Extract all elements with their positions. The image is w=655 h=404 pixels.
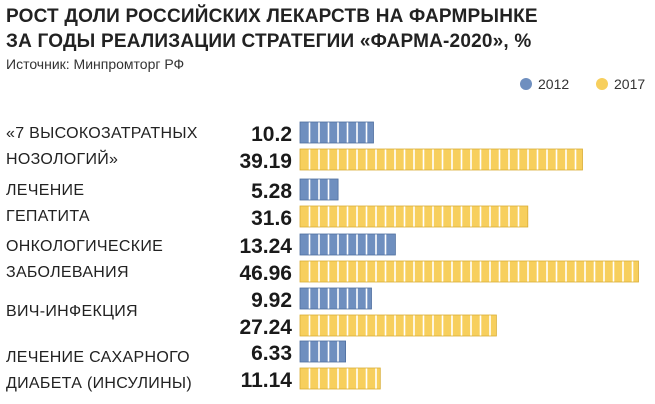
category-label-line: НОЗОЛОГИЙ»	[6, 151, 119, 168]
bar-2012-2	[299, 233, 396, 256]
value-label-2012-3: 9.92	[251, 289, 292, 312]
bar-outline	[299, 340, 346, 363]
category-label-line: ЛЕЧЕНИЕ	[6, 182, 85, 199]
value-label-2017-2: 46.96	[239, 262, 292, 285]
category-label-line: ВИЧ-ИНФЕКЦИЯ	[6, 303, 138, 320]
bar-outline	[299, 314, 497, 337]
bar-2017-0	[299, 148, 583, 171]
category-label-line: ОНКОЛОГИЧЕСКИЕ	[6, 238, 164, 255]
legend-item-2017: 2017	[596, 76, 645, 92]
bar-fill	[300, 122, 374, 143]
bar-2012-3	[299, 287, 372, 310]
value-label-2017-3: 27.24	[239, 316, 292, 339]
value-label-2017-4: 11.14	[241, 369, 293, 392]
bar-2017-2	[299, 260, 639, 283]
chart-title-line-2: ЗА ГОДЫ РЕАЛИЗАЦИИ СТРАТЕГИИ «ФАРМА-2020…	[6, 31, 532, 52]
value-label-2012-2: 13.24	[239, 235, 292, 258]
bar-2017-4	[299, 367, 381, 390]
category-label-hiv: ВИЧ-ИНФЕКЦИЯ	[6, 299, 138, 325]
category-label-line: ЗАБОЛЕВАНИЯ	[6, 264, 129, 281]
category-label-line: «7 ВЫСОКОЗАТРАТНЫХ	[6, 125, 198, 142]
chart-title-line-1: РОСТ ДОЛИ РОССИЙСКИХ ЛЕКАРСТВ НА ФАРМРЫН…	[6, 6, 538, 27]
value-label-2017-1: 31.6	[251, 207, 292, 230]
category-label-diabetes: ЛЕЧЕНИЕ САХАРНОГО ДИАБЕТА (ИНСУЛИНЫ)	[6, 345, 192, 397]
legend-item-2012: 2012	[520, 76, 569, 92]
category-label-nozology: «7 ВЫСОКОЗАТРАТНЫХ НОЗОЛОГИЙ»	[6, 121, 198, 173]
bar-fill	[300, 261, 639, 282]
value-label-2012-1: 5.28	[251, 180, 292, 203]
bar-fill	[300, 315, 497, 336]
bar-outline	[299, 260, 639, 283]
chart-title: РОСТ ДОЛИ РОССИЙСКИХ ЛЕКАРСТВ НА ФАРМРЫН…	[6, 4, 538, 54]
bar-outline	[299, 287, 372, 310]
legend-label-2017: 2017	[614, 76, 646, 92]
value-label-2012-0: 10.2	[251, 123, 292, 146]
category-label-line: ЛЕЧЕНИЕ САХАРНОГО	[6, 349, 190, 366]
legend-swatch-2012	[520, 78, 532, 90]
value-label-2012-4: 6.33	[251, 342, 292, 365]
legend-label-2012: 2012	[538, 76, 570, 92]
bar-fill	[300, 149, 583, 170]
source-note: Источник: Минпромторг РФ	[6, 56, 185, 72]
bar-fill	[300, 341, 346, 362]
bar-2012-4	[299, 340, 346, 363]
category-label-oncology: ОНКОЛОГИЧЕСКИЕ ЗАБОЛЕВАНИЯ	[6, 234, 163, 286]
bar-2012-1	[299, 178, 339, 201]
bar-outline	[299, 121, 374, 144]
bar-2017-1	[299, 205, 529, 228]
value-label-2017-0: 39.19	[239, 150, 292, 173]
bar-2012-0	[299, 121, 374, 144]
category-label-hepatitis: ЛЕЧЕНИЕ ГЕПАТИТА	[6, 178, 90, 230]
bar-outline	[299, 367, 381, 390]
bar-2017-3	[299, 314, 497, 337]
bar-outline	[299, 233, 396, 256]
bar-outline	[299, 148, 583, 171]
category-label-line: ГЕПАТИТА	[6, 208, 90, 225]
bar-outline	[299, 178, 339, 201]
bar-outline	[299, 205, 529, 228]
bar-fill	[300, 288, 372, 309]
category-label-line: ДИАБЕТА (ИНСУЛИНЫ)	[6, 375, 193, 392]
legend-swatch-2017	[596, 78, 608, 90]
bar-fill	[300, 368, 381, 389]
